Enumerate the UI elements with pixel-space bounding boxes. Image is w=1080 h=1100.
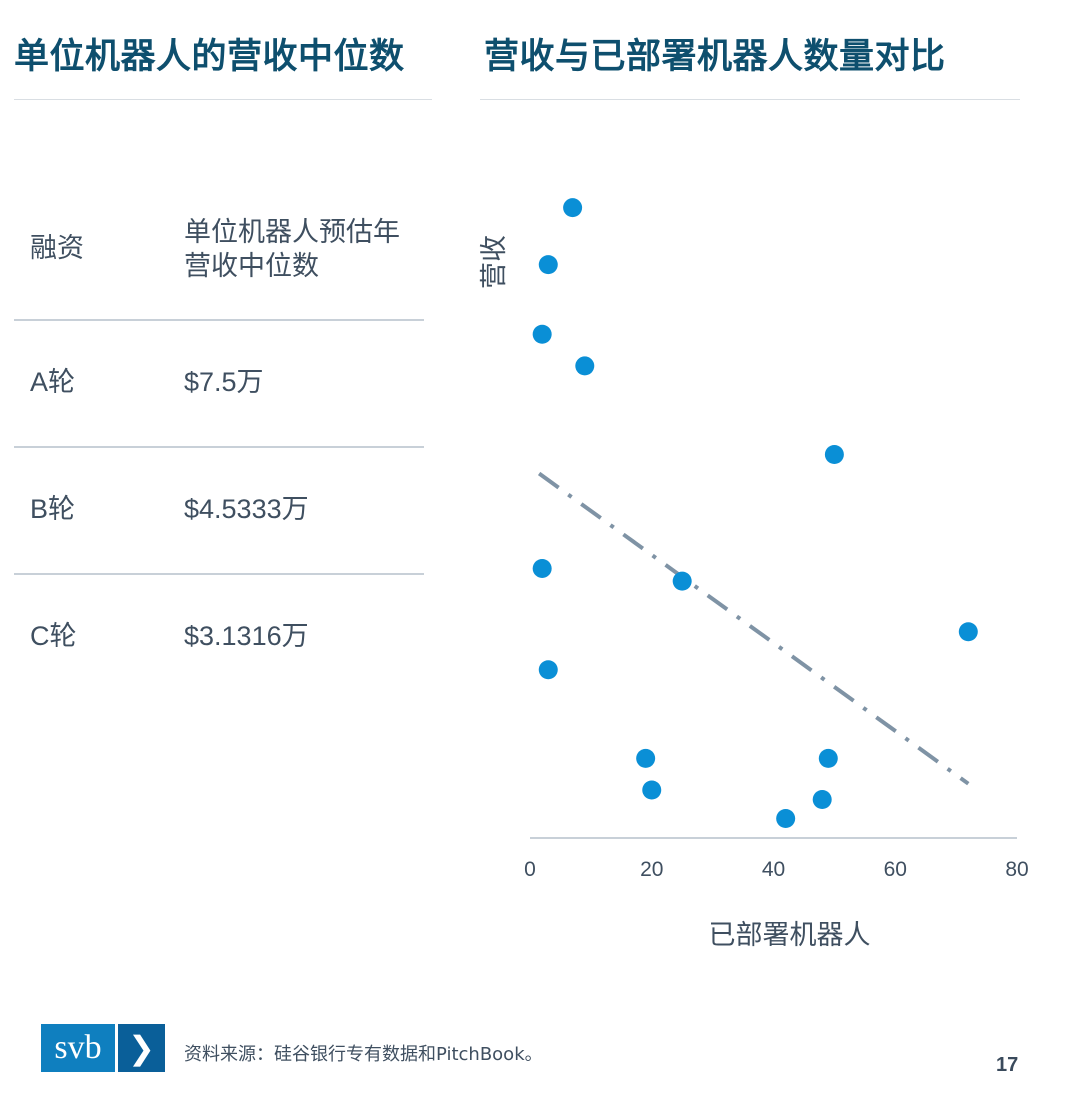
data-point xyxy=(538,660,558,680)
revenue-value: $4.5333万 xyxy=(184,494,309,524)
source-note: 资料来源：硅谷银行专有数据和PitchBook。 xyxy=(184,1044,543,1065)
data-point xyxy=(824,445,844,465)
round-label: A轮 xyxy=(30,367,76,397)
page-number: 17 xyxy=(996,1054,1019,1076)
x-tick-label: 80 xyxy=(1005,858,1028,881)
logo-text: svb xyxy=(41,1024,115,1072)
revenue-table: 融资 单位机器人预估年营收中位数 A轮 $7.5万 B轮 $4.5333万 C轮… xyxy=(14,195,424,700)
y-axis-label: 营收 xyxy=(479,235,510,289)
data-point xyxy=(575,356,595,376)
header-median-revenue: 单位机器人预估年营收中位数 xyxy=(184,217,400,281)
left-title: 单位机器人的营收中位数 xyxy=(14,37,405,77)
data-point xyxy=(563,198,583,218)
data-point xyxy=(776,809,796,829)
data-point xyxy=(538,255,558,275)
x-tick-label: 40 xyxy=(762,858,785,881)
chevron-right-icon: ❯ xyxy=(118,1024,165,1072)
revenue-value: $7.5万 xyxy=(184,367,264,397)
data-point xyxy=(958,622,978,642)
data-point xyxy=(532,324,552,344)
right-title: 营收与已部署机器人数量对比 xyxy=(484,37,946,77)
data-point xyxy=(818,748,838,768)
data-point xyxy=(812,790,832,810)
x-tick-label: 20 xyxy=(640,858,663,881)
data-point xyxy=(532,558,552,578)
table-row: B轮 $4.5333万 xyxy=(14,448,424,575)
data-point xyxy=(672,571,692,591)
svb-logo: svb ❯ xyxy=(41,1024,165,1072)
data-point xyxy=(636,748,656,768)
round-label: B轮 xyxy=(30,494,76,524)
x-tick-label: 60 xyxy=(884,858,907,881)
right-title-divider xyxy=(480,99,1020,100)
trendline xyxy=(537,471,970,786)
revenue-value: $3.1316万 xyxy=(184,621,309,651)
data-point xyxy=(642,780,662,800)
left-title-divider xyxy=(14,99,432,100)
header-funding: 融资 xyxy=(30,233,84,263)
scatter-chart: 0 20 40 60 80 已部署机器人 营收 xyxy=(479,198,1029,951)
table-header-row: 融资 单位机器人预估年营收中位数 xyxy=(14,195,424,321)
x-tick-labels: 0 20 40 60 80 xyxy=(524,858,1029,881)
x-tick-label: 0 xyxy=(524,858,536,881)
table-row: A轮 $7.5万 xyxy=(14,321,424,448)
data-points xyxy=(532,198,978,829)
table-row: C轮 $3.1316万 xyxy=(14,575,424,700)
x-axis-label: 已部署机器人 xyxy=(709,920,871,951)
round-label: C轮 xyxy=(30,621,77,651)
